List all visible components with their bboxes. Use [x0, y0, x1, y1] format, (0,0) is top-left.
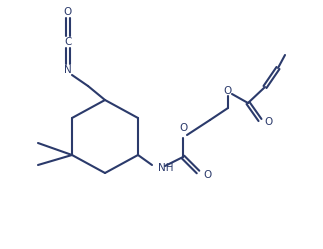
- Text: N: N: [64, 65, 72, 75]
- Text: O: O: [179, 123, 187, 133]
- Text: O: O: [64, 7, 72, 17]
- Text: O: O: [264, 117, 272, 127]
- Text: O: O: [224, 86, 232, 96]
- Text: NH: NH: [158, 163, 173, 173]
- Text: C: C: [64, 37, 72, 47]
- Text: O: O: [203, 170, 211, 180]
